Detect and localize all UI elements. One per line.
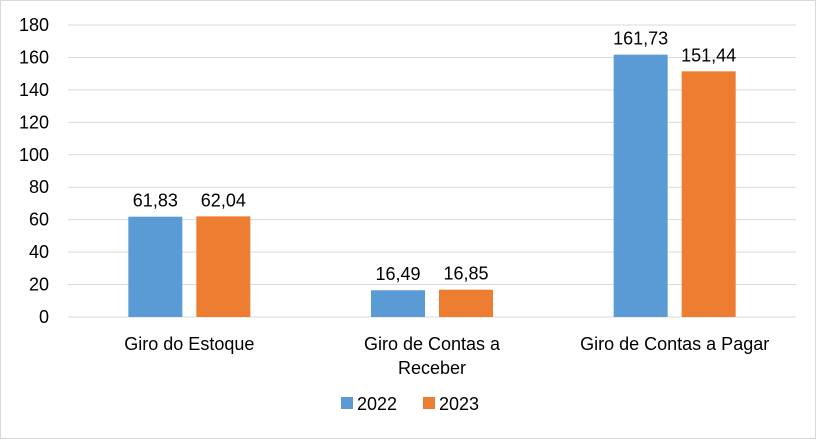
data-label: 161,73 [613,29,668,49]
legend-label: 2023 [439,394,479,414]
bar-2023-0 [196,216,251,317]
data-label: 61,83 [133,191,178,211]
y-tick-label: 160 [19,47,49,67]
y-tick-label: 0 [39,307,49,327]
y-tick-label: 80 [29,177,49,197]
bar-2023-1 [439,289,493,317]
data-label: 16,49 [375,264,420,284]
y-tick-label: 140 [19,80,49,100]
gridlines [68,24,796,318]
x-axis-categories: Giro do Estoque Giro de Contas a Receber Gi… [124,334,769,378]
y-tick-label: 40 [29,242,49,262]
x-category-label: Receber [398,358,466,378]
y-axis: 0 20 40 60 80 100 120 140 160 180 [19,15,796,327]
data-label: 62,04 [201,190,246,210]
data-labels: 61,83 62,04 16,49 16,85 161,73 151,44 [133,29,736,285]
y-tick-label: 60 [29,210,49,230]
legend-label: 2022 [357,394,397,414]
bar-2022-1 [371,290,425,317]
legend-swatch-2023 [423,397,435,409]
x-category-label: Giro de Contas a Pagar [580,334,769,354]
x-category-label: Giro de Contas a [364,334,501,354]
x-category-label: Giro do Estoque [124,334,254,354]
data-label: 151,44 [681,45,736,65]
y-tick-label: 100 [19,145,49,165]
legend: 2022 2023 [341,394,479,414]
bar-2023-2 [681,71,736,318]
bar-2022-0 [128,216,183,317]
bar-2022-2 [613,54,668,317]
legend-swatch-2022 [341,397,353,409]
y-tick-label: 20 [29,275,49,295]
y-tick-label: 180 [19,15,49,35]
y-tick-label: 120 [19,112,49,132]
bars [128,54,736,318]
data-label: 16,85 [443,264,488,284]
